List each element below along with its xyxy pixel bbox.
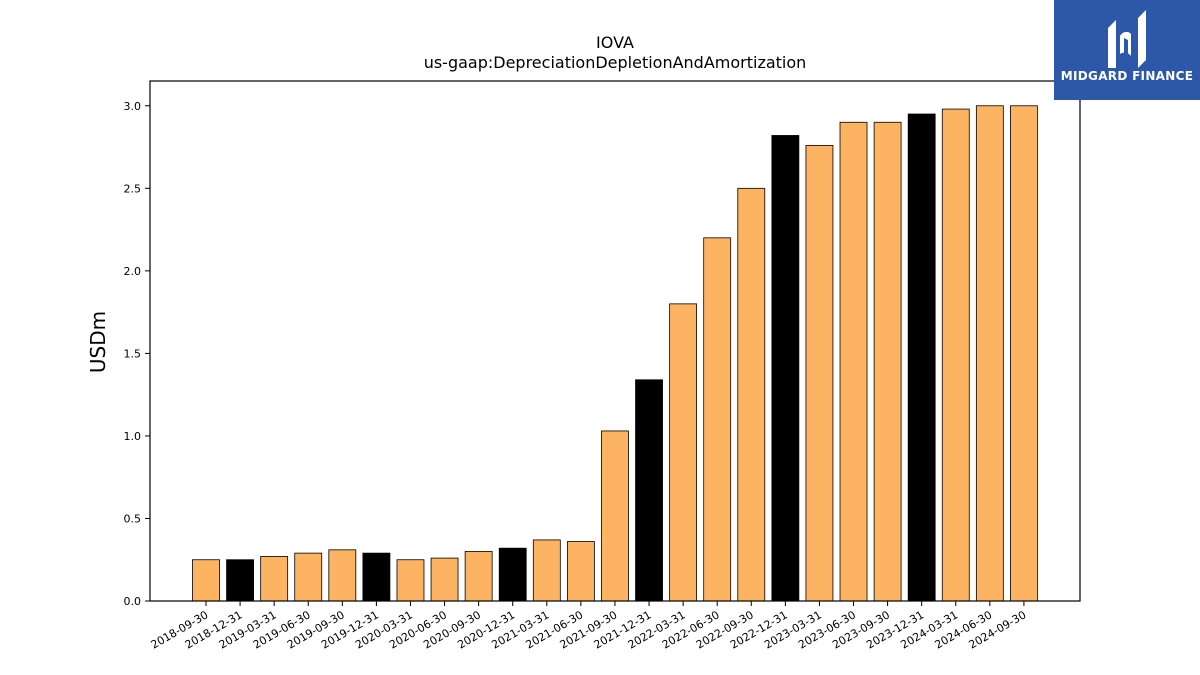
bar xyxy=(805,144,834,602)
y-tick-label: 3.0 xyxy=(124,100,142,113)
bar xyxy=(1010,105,1038,602)
bar xyxy=(226,559,254,602)
bar xyxy=(669,303,698,602)
midgard-finance-logo: MIDGARD FINANCE xyxy=(1054,0,1200,100)
bar xyxy=(396,559,425,602)
bar xyxy=(566,541,595,602)
plot-border xyxy=(149,80,1081,602)
y-tick-label: 1.5 xyxy=(124,347,142,360)
y-axis: 0.0 0.5 1.0 1.5 2.0 2.5 3.0 xyxy=(124,100,150,608)
bar xyxy=(294,552,323,602)
bar xyxy=(771,135,800,602)
y-tick-label: 2.0 xyxy=(124,265,142,278)
bar xyxy=(703,237,732,602)
bar xyxy=(498,547,527,602)
y-tick-label: 2.5 xyxy=(124,182,142,195)
y-tick-label: 0.0 xyxy=(124,595,142,608)
bar xyxy=(532,539,561,602)
bars-group xyxy=(192,105,1038,602)
bar xyxy=(601,430,629,602)
bar xyxy=(975,105,1004,602)
bar xyxy=(635,379,663,602)
bar xyxy=(260,556,289,602)
midgard-logo-icon xyxy=(1108,10,1146,68)
logo-text: MIDGARD FINANCE xyxy=(1060,69,1194,83)
bar xyxy=(907,113,936,602)
bar xyxy=(192,559,220,602)
y-axis-label: USDm xyxy=(86,310,110,374)
bar xyxy=(328,549,357,602)
y-tick-label: 1.0 xyxy=(124,430,142,443)
chart-subtitle: us-gaap:DepreciationDepletionAndAmortiza… xyxy=(423,53,807,72)
bar xyxy=(362,552,391,602)
y-tick-label: 0.5 xyxy=(124,512,142,525)
bar xyxy=(873,121,902,602)
bar xyxy=(941,108,970,602)
x-axis: 2018-09-302018-12-312019-03-312019-06-30… xyxy=(149,601,1028,652)
plot-frame xyxy=(149,80,1081,602)
chart-title: IOVA xyxy=(596,33,634,52)
bar xyxy=(839,121,868,602)
bar xyxy=(464,551,493,602)
bar xyxy=(430,557,459,602)
bar xyxy=(737,187,766,602)
